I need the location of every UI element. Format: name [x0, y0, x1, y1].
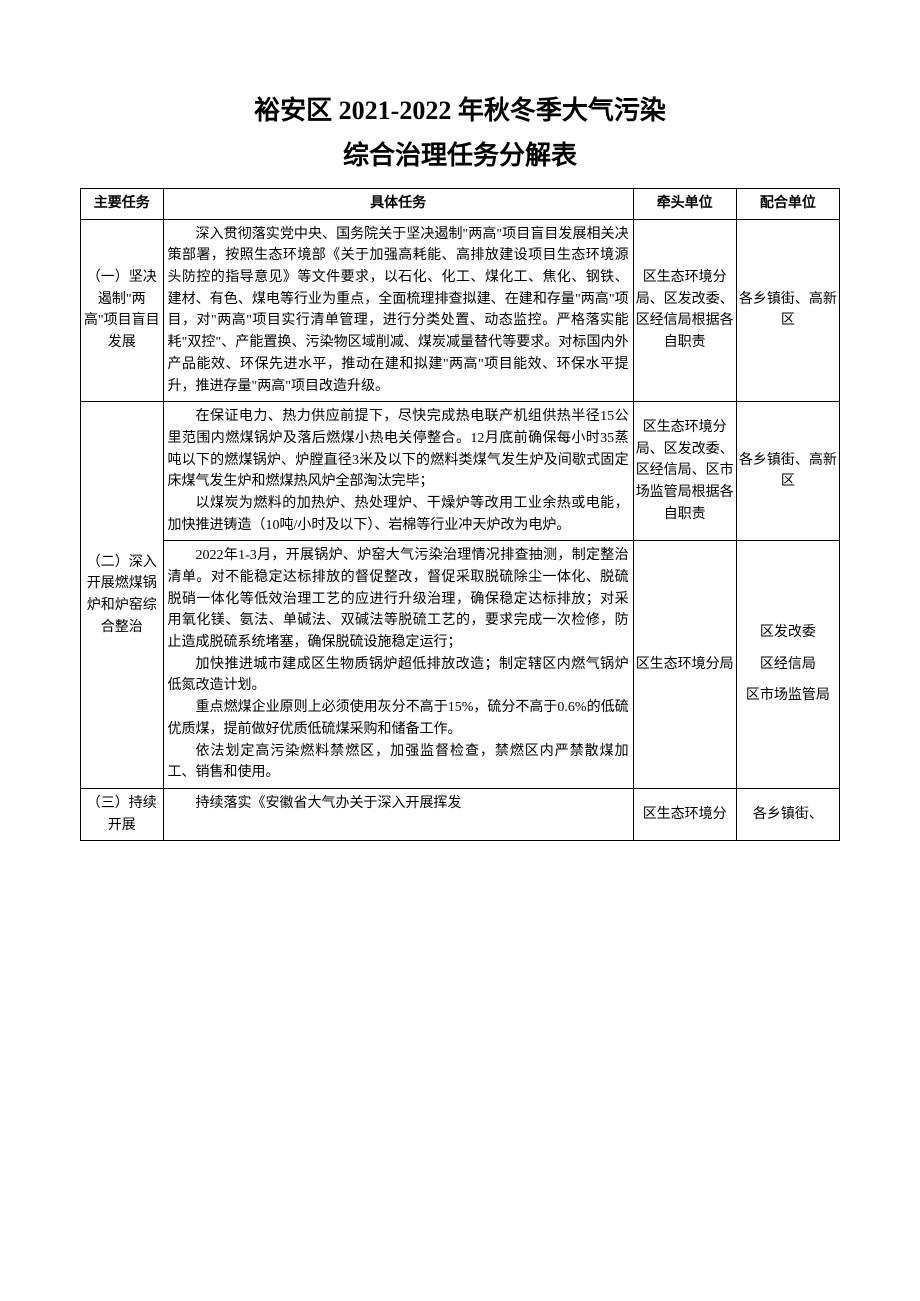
- table-row: 2022年1-3月，开展锅炉、炉窑大气污染治理情况排查抽测，制定整治清单。对不能…: [81, 541, 840, 789]
- th-main-task: 主要任务: [81, 189, 164, 220]
- coop-line: 区经信局: [739, 654, 837, 676]
- spacer: [739, 675, 837, 685]
- doc-title-line2: 综合治理任务分解表: [80, 135, 840, 172]
- detail-paragraph: 以煤炭为燃料的加热炉、热处理炉、干燥炉等改用工业余热或电能，加快推进铸造（10吨…: [168, 493, 629, 536]
- cell-main-task: （二）深入开展燃煤锅炉和炉窑综合整治: [81, 402, 164, 789]
- doc-title-line1: 裕安区 2021-2022 年秋冬季大气污染: [80, 90, 840, 127]
- th-detail: 具体任务: [163, 189, 633, 220]
- cell-lead: 区生态环境分局: [633, 541, 736, 789]
- cell-main-task: （三）持续开展: [81, 788, 164, 840]
- detail-paragraph: 加快推进城市建成区生物质锅炉超低排放改造；制定辖区内燃气锅炉低氮改造计划。: [168, 654, 629, 697]
- detail-paragraph: 深入贯彻落实党中央、国务院关于坚决遏制"两高"项目盲目发展相关决策部署，按照生态…: [168, 224, 629, 398]
- spacer: [739, 644, 837, 654]
- detail-paragraph: 重点燃煤企业原则上必须使用灰分不高于15%，硫分不高于0.6%的低硫优质煤，提前…: [168, 697, 629, 740]
- table-row: （一）坚决遏制"两高"项目盲目发展 深入贯彻落实党中央、国务院关于坚决遏制"两高…: [81, 219, 840, 402]
- task-table: 主要任务 具体任务 牵头单位 配合单位 （一）坚决遏制"两高"项目盲目发展 深入…: [80, 188, 840, 841]
- table-header-row: 主要任务 具体任务 牵头单位 配合单位: [81, 189, 840, 220]
- coop-line: 区发改委: [739, 622, 837, 644]
- cell-detail: 在保证电力、热力供应前提下，尽快完成热电联产机组供热半径15公里范围内燃煤锅炉及…: [163, 402, 633, 541]
- cell-main-task: （一）坚决遏制"两高"项目盲目发展: [81, 219, 164, 402]
- coop-line: 区市场监管局: [739, 685, 837, 707]
- cell-lead: 区生态环境分: [633, 788, 736, 840]
- detail-paragraph: 2022年1-3月，开展锅炉、炉窑大气污染治理情况排查抽测，制定整治清单。对不能…: [168, 545, 629, 653]
- table-row: （二）深入开展燃煤锅炉和炉窑综合整治 在保证电力、热力供应前提下，尽快完成热电联…: [81, 402, 840, 541]
- cell-coop: 各乡镇街、: [736, 788, 839, 840]
- cell-coop: 区发改委 区经信局 区市场监管局: [736, 541, 839, 789]
- cell-detail: 深入贯彻落实党中央、国务院关于坚决遏制"两高"项目盲目发展相关决策部署，按照生态…: [163, 219, 633, 402]
- detail-paragraph: 在保证电力、热力供应前提下，尽快完成热电联产机组供热半径15公里范围内燃煤锅炉及…: [168, 406, 629, 493]
- cell-coop: 各乡镇街、高新区: [736, 219, 839, 402]
- cell-coop: 各乡镇街、高新区: [736, 402, 839, 541]
- cell-detail: 2022年1-3月，开展锅炉、炉窑大气污染治理情况排查抽测，制定整治清单。对不能…: [163, 541, 633, 789]
- th-coop: 配合单位: [736, 189, 839, 220]
- detail-paragraph: 持续落实《安徽省大气办关于深入开展挥发: [168, 793, 629, 815]
- table-row: （三）持续开展 持续落实《安徽省大气办关于深入开展挥发 区生态环境分 各乡镇街、: [81, 788, 840, 840]
- detail-paragraph: 依法划定高污染燃料禁燃区，加强监督检查，禁燃区内严禁散煤加工、销售和使用。: [168, 741, 629, 784]
- th-lead: 牵头单位: [633, 189, 736, 220]
- cell-detail: 持续落实《安徽省大气办关于深入开展挥发: [163, 788, 633, 840]
- cell-lead: 区生态环境分局、区发改委、区经信局、区市场监管局根据各自职责: [633, 402, 736, 541]
- cell-lead: 区生态环境分局、区发改委、区经信局根据各自职责: [633, 219, 736, 402]
